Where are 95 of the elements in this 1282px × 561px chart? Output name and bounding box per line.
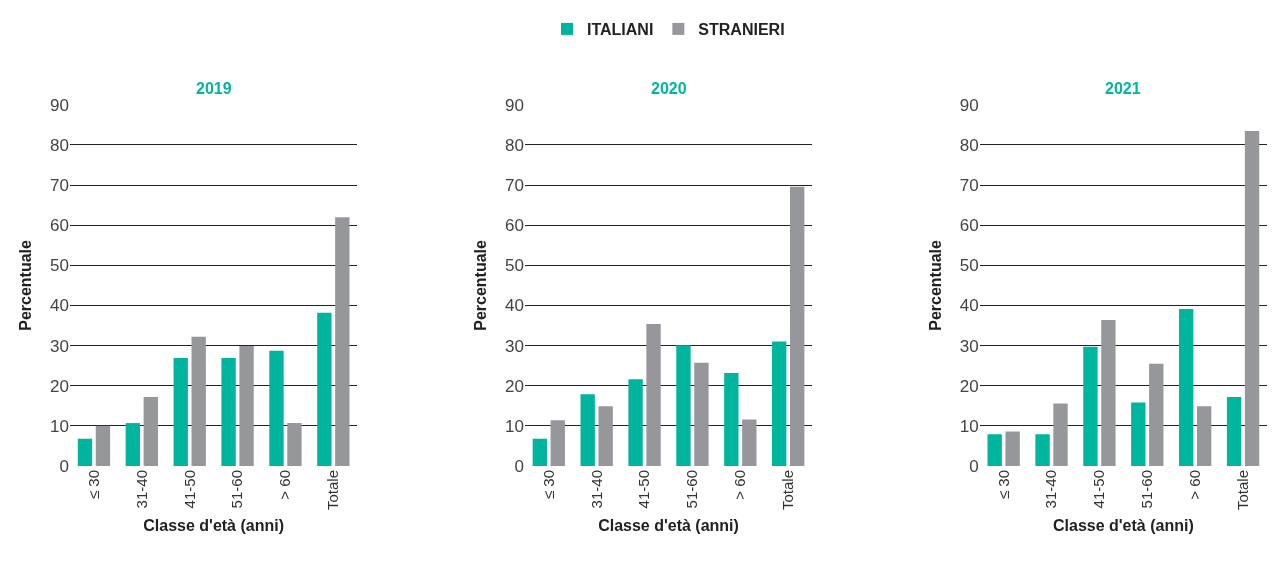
y-tick-label: 10 (50, 416, 69, 436)
legend-label: STRANIERI (698, 21, 785, 39)
bar (1053, 403, 1068, 466)
chart-title: 2021 (1105, 80, 1141, 97)
bar (790, 186, 805, 466)
bar (1226, 396, 1242, 466)
x-axis-title: Classe d'età (anni) (1052, 516, 1194, 534)
y-tick-label: 90 (50, 95, 69, 115)
bar (628, 379, 643, 466)
y-tick-label: 50 (959, 256, 979, 276)
bar (95, 425, 111, 466)
y-tick-label: 80 (50, 135, 69, 155)
y-tick-label: 40 (504, 296, 524, 316)
y-tick-label: 10 (504, 416, 524, 436)
y-tick-label: 0 (969, 456, 979, 476)
y-tick-label: 70 (959, 176, 979, 196)
bar (1244, 130, 1260, 466)
y-tick-label: 90 (504, 95, 524, 115)
bar (191, 336, 206, 466)
x-tick-label: 51-60 (1138, 470, 1156, 509)
bar (1149, 363, 1164, 466)
bar (1035, 434, 1050, 466)
y-tick-label: 90 (959, 95, 979, 115)
x-tick-label: 51-60 (228, 470, 246, 509)
x-tick-label: 31-40 (1042, 470, 1060, 509)
y-tick-label: 60 (50, 216, 69, 236)
y-tick-label: 40 (959, 296, 979, 316)
x-tick-label: Totale (324, 470, 342, 511)
x-axis-title: Classe d'età (anni) (598, 516, 739, 534)
bar (221, 358, 236, 466)
y-tick-label: 50 (50, 256, 69, 276)
bar (987, 434, 1002, 466)
y-tick-label: 80 (959, 135, 979, 155)
y-tick-label: 30 (959, 336, 979, 356)
y-tick-label: 30 (504, 336, 524, 356)
x-tick-label: 41-50 (180, 470, 198, 509)
bar (173, 358, 188, 466)
y-tick-label: 20 (959, 376, 979, 396)
bar (317, 312, 332, 466)
bar (742, 419, 757, 466)
bar (550, 420, 565, 466)
y-axis-title: Percentuale (471, 239, 489, 331)
bar (676, 345, 691, 466)
y-tick-label: 10 (959, 416, 979, 436)
bar (1083, 346, 1098, 466)
bar (335, 217, 350, 466)
y-tick-label: 60 (504, 216, 524, 236)
x-tick-label: Totale (779, 470, 797, 511)
bar (1005, 431, 1020, 466)
x-axis-title: Classe d'età (anni) (143, 516, 285, 534)
x-tick-label: > 60 (731, 470, 749, 500)
x-tick-label: 41-50 (1090, 470, 1108, 509)
x-tick-label: > 60 (1186, 470, 1204, 500)
bar (239, 346, 254, 466)
bar (1179, 309, 1194, 466)
y-tick-label: 0 (514, 456, 524, 476)
x-tick-label: 41-50 (635, 470, 653, 509)
x-tick-label: ≤ 30 (994, 470, 1012, 500)
bar (125, 423, 141, 466)
bar (77, 438, 93, 466)
x-tick-label: 31-40 (587, 470, 605, 509)
chart-title: 2020 (651, 80, 687, 97)
bar (269, 350, 284, 466)
bar (143, 396, 158, 466)
bar (646, 323, 661, 466)
y-tick-label: 60 (959, 216, 979, 236)
y-axis-title: Percentuale (926, 239, 944, 331)
x-tick-label: Totale (1233, 470, 1251, 511)
y-tick-label: 70 (504, 176, 524, 196)
y-tick-label: 70 (50, 176, 69, 196)
y-tick-label: 0 (59, 456, 69, 476)
x-tick-label: ≤ 30 (84, 470, 102, 500)
bar (694, 362, 709, 466)
y-axis-title: Percentuale (16, 239, 34, 331)
x-tick-label: > 60 (276, 470, 294, 500)
x-tick-label: 31-40 (132, 470, 150, 509)
y-tick-label: 80 (504, 135, 524, 155)
bar (580, 394, 595, 466)
y-tick-label: 20 (504, 376, 524, 396)
x-tick-label: 51-60 (683, 470, 701, 509)
bar (287, 423, 302, 466)
x-tick-label: ≤ 30 (539, 470, 557, 500)
bar (724, 372, 739, 466)
y-tick-label: 20 (50, 376, 69, 396)
bar (1196, 406, 1212, 466)
bar (1131, 402, 1146, 466)
y-tick-label: 40 (50, 296, 69, 316)
legend-label: ITALIANI (587, 21, 654, 39)
bar (598, 406, 613, 466)
bar (532, 438, 547, 466)
bar (1101, 319, 1116, 466)
bar (772, 341, 787, 466)
chart-title: 2019 (196, 80, 232, 97)
y-tick-label: 30 (50, 336, 69, 356)
y-tick-label: 50 (504, 256, 524, 276)
